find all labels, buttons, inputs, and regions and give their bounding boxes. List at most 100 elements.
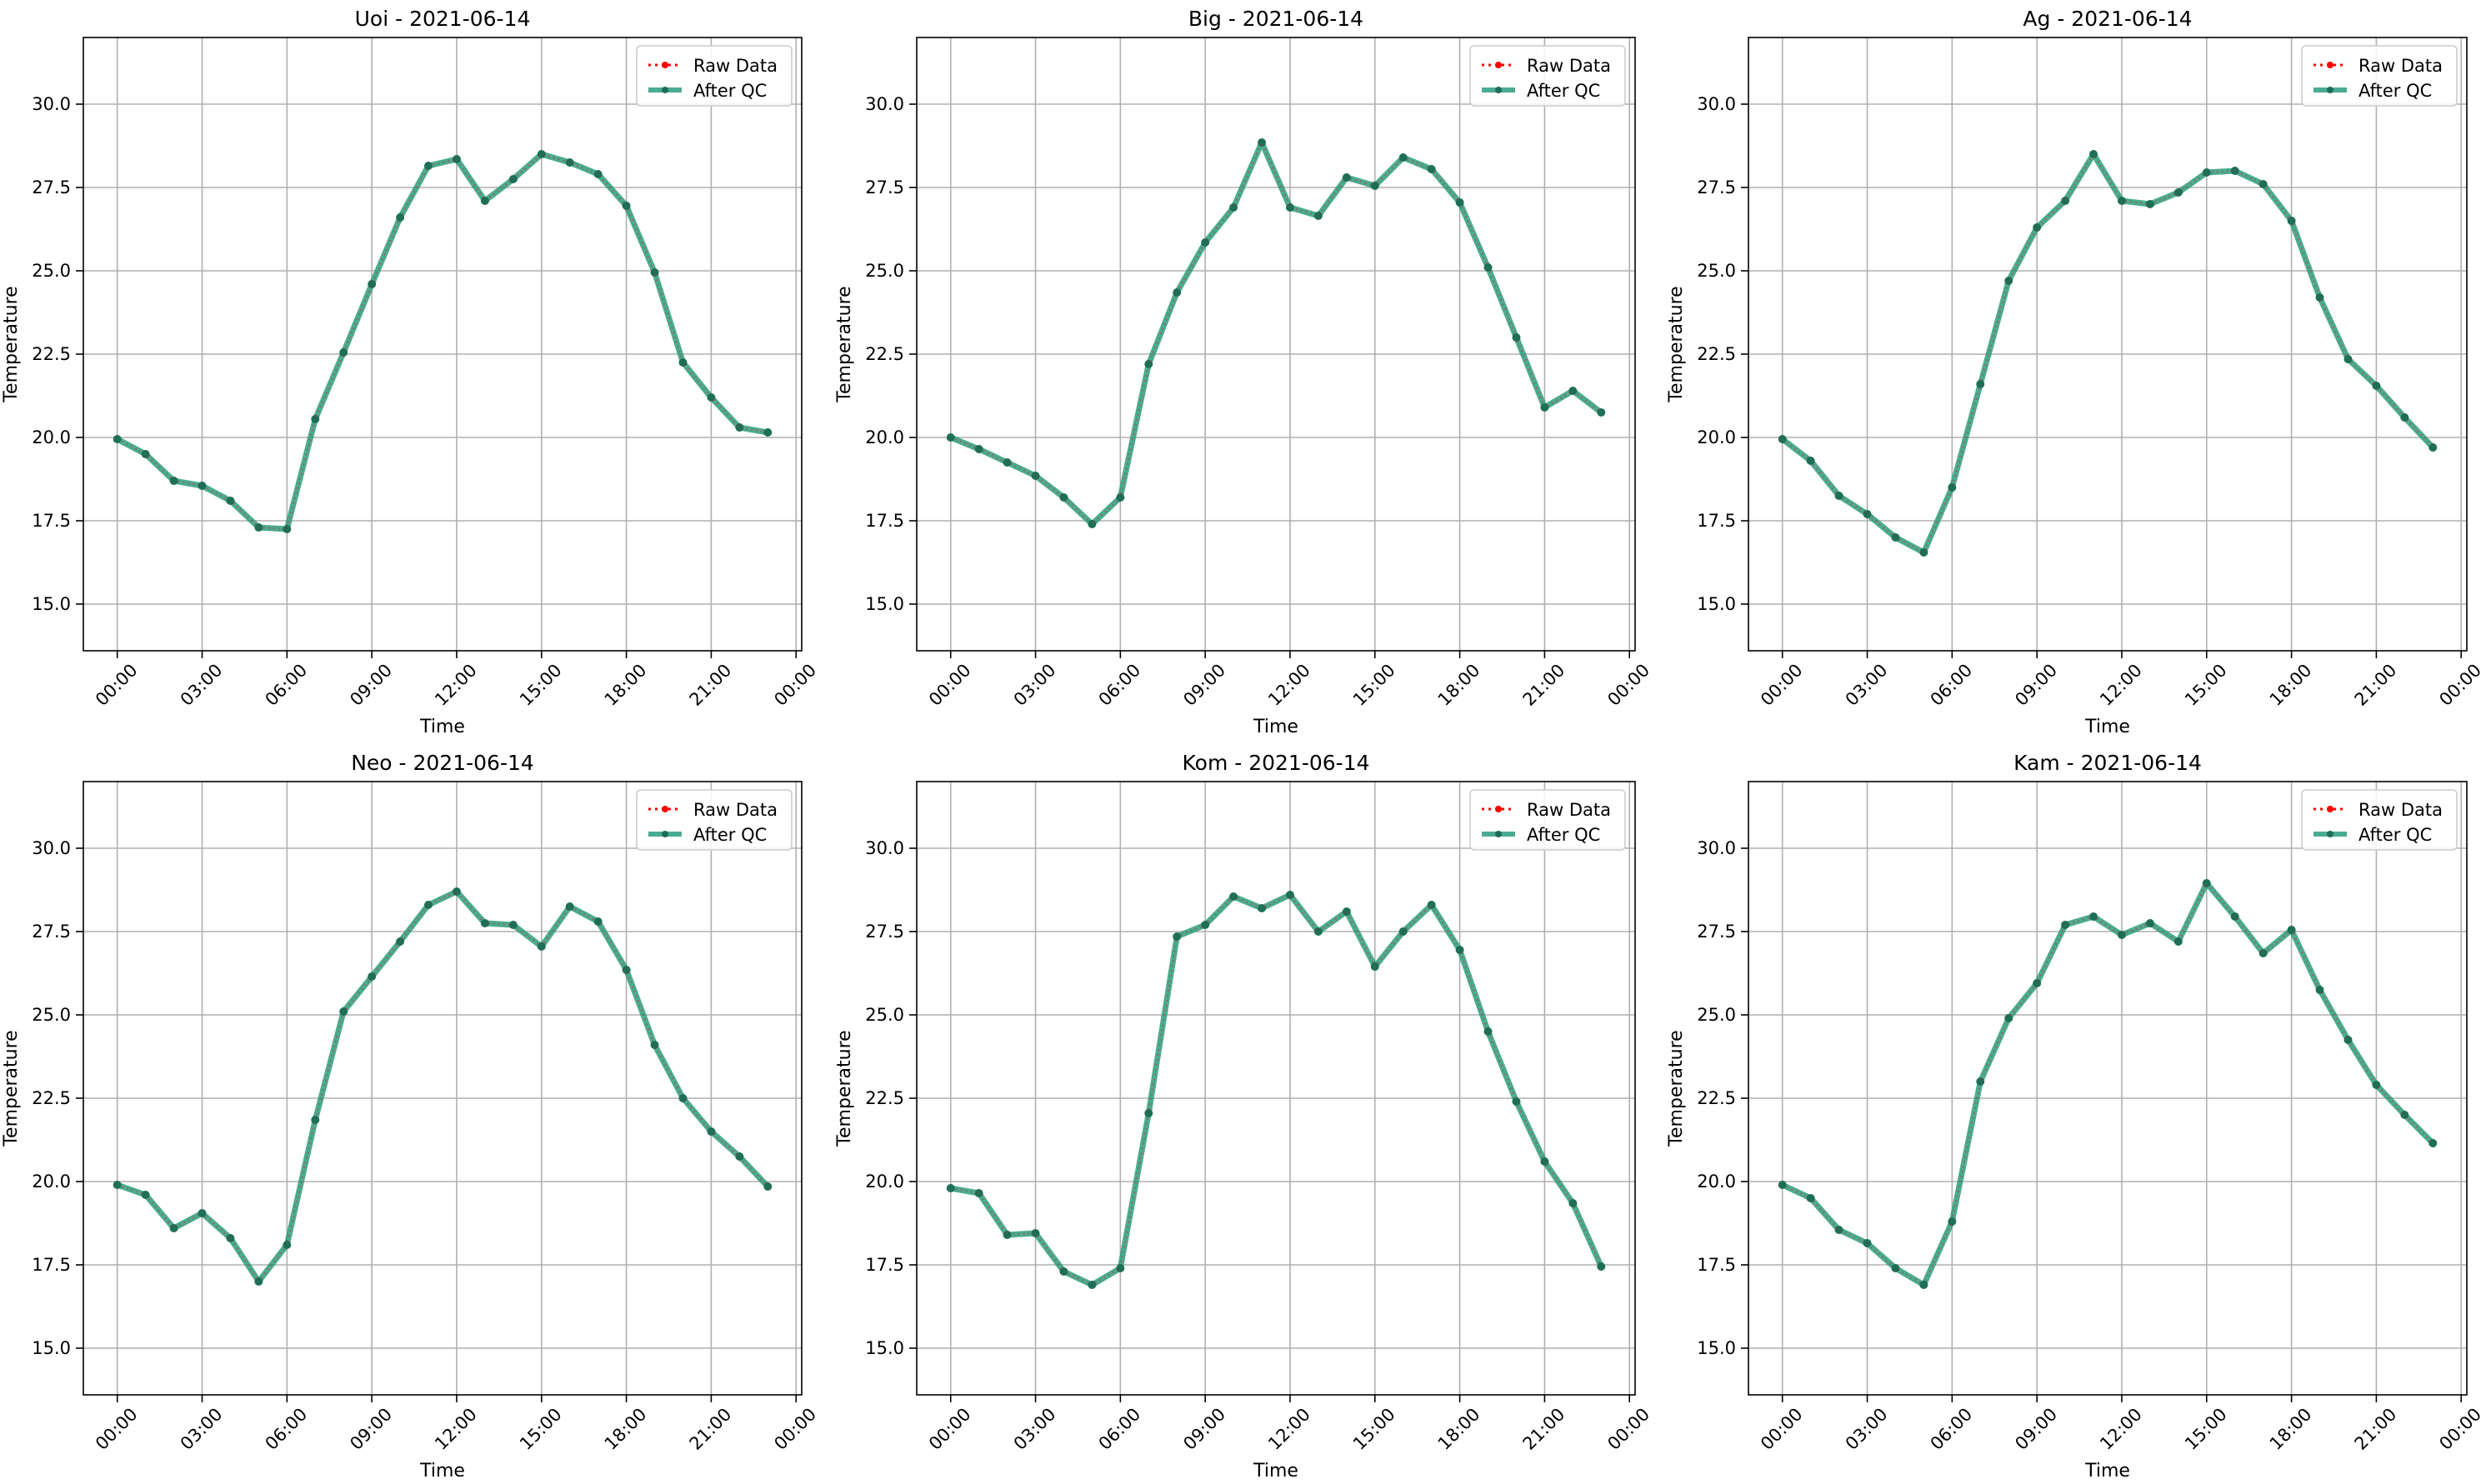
data-point-raw-data (1893, 1266, 1898, 1271)
data-point-raw-data (1598, 1264, 1604, 1269)
data-point-raw-data (2118, 198, 2124, 203)
data-point-raw-data (2402, 415, 2408, 420)
data-point-raw-data (1287, 892, 1293, 897)
data-point-raw-data (538, 944, 544, 949)
y-tick-label: 15.0 (1697, 594, 1736, 614)
chart-panel-5: 00:00 03:00 06:00 09:00 12:00 15:00 18:00 21:00… (834, 751, 1653, 1482)
data-point-raw-data (1570, 388, 1576, 393)
x-tick-label: 21:00 (2351, 660, 2401, 710)
data-point-raw-data (171, 1226, 177, 1231)
data-point-raw-data (510, 177, 516, 182)
data-point-raw-data (1779, 1182, 1785, 1187)
x-tick-label: 03:00 (1842, 1404, 1892, 1454)
legend-label-after-qc: After QC (1527, 825, 1600, 845)
data-point-raw-data (623, 203, 629, 208)
data-point-raw-data (2147, 202, 2153, 207)
x-tick-label: 06:00 (1095, 1404, 1145, 1454)
data-point-raw-data (2034, 225, 2040, 230)
data-point-raw-data (1089, 522, 1095, 527)
chart-title: Neo - 2021-06-14 (351, 751, 534, 775)
data-point-raw-data (1978, 382, 1983, 387)
data-point-raw-data (453, 889, 459, 894)
data-point-raw-data (256, 525, 262, 530)
legend: Raw Data After QC (2301, 789, 2458, 851)
x-tick-label: 09:00 (1179, 1404, 1229, 1454)
x-tick-label: 06:00 (262, 660, 312, 710)
x-axis-label: Time (1253, 1461, 1298, 1482)
data-point-raw-data (1231, 205, 1237, 210)
data-point-raw-data (1836, 1227, 1842, 1232)
data-point-raw-data (313, 1117, 318, 1122)
data-point-raw-data (398, 215, 403, 220)
series-line-after-qc (1781, 880, 2435, 1288)
x-tick-label: 12:00 (431, 1404, 481, 1454)
legend-marker-raw-data (662, 62, 668, 68)
data-point-raw-data (1836, 493, 1842, 498)
data-point-raw-data (1231, 894, 1237, 899)
x-tick-label: 00:00 (925, 660, 975, 710)
data-point-raw-data (948, 1186, 953, 1191)
data-point-raw-data (1061, 495, 1067, 500)
data-point-raw-data (1315, 213, 1321, 218)
x-axis-label: Time (1253, 717, 1298, 737)
y-tick-label: 30.0 (1697, 838, 1736, 858)
data-point-raw-data (2091, 152, 2097, 157)
data-point-raw-data (114, 437, 120, 442)
x-axis-label: Time (2084, 1461, 2130, 1482)
data-point-raw-data (369, 282, 375, 287)
legend-marker-after-qc (2327, 831, 2333, 837)
data-point-raw-data (538, 152, 544, 157)
data-point-raw-data (1949, 1219, 1955, 1224)
x-tick-label: 03:00 (1010, 1404, 1060, 1454)
y-tick-label: 30.0 (1697, 94, 1736, 114)
chart-panel-4: 00:00 03:00 06:00 09:00 12:00 15:00 18:00 21:00… (1, 751, 820, 1482)
legend-label-after-qc: After QC (2358, 825, 2432, 845)
data-point-raw-data (1343, 909, 1349, 914)
x-axis-label: Time (419, 1461, 465, 1482)
x-tick-label: 00:00 (770, 1404, 820, 1454)
data-point-raw-data (1921, 1282, 1927, 1287)
data-point-raw-data (680, 1096, 686, 1101)
data-point-raw-data (708, 1129, 714, 1134)
data-point-raw-data (1457, 947, 1463, 952)
x-tick-label: 21:00 (2351, 1404, 2401, 1454)
legend-label-raw-data: Raw Data (1527, 800, 1611, 820)
y-tick-label: 25.0 (865, 1005, 904, 1025)
data-point-raw-data (1949, 485, 1955, 490)
data-point-raw-data (2260, 951, 2266, 956)
y-axis-label: Temperature (1666, 286, 1687, 402)
y-tick-label: 27.5 (865, 177, 904, 197)
data-point-raw-data (1400, 929, 1406, 934)
y-tick-label: 20.0 (32, 427, 71, 447)
x-tick-label: 00:00 (92, 660, 142, 710)
legend-label-after-qc: After QC (1527, 81, 1600, 101)
x-tick-label: 00:00 (925, 1404, 975, 1454)
x-tick-label: 06:00 (262, 1404, 312, 1454)
legend: Raw Data After QC (1469, 45, 1626, 107)
chart-panel-3: 00:00 03:00 06:00 09:00 12:00 15:00 18:00 21:00… (1666, 7, 2485, 737)
x-tick-label: 15:00 (1349, 660, 1399, 710)
data-point-raw-data (2232, 168, 2238, 173)
series-line-raw-data (1781, 152, 2434, 554)
series-line-raw-data (950, 893, 1603, 1287)
x-tick-label: 18:00 (2266, 660, 2316, 710)
data-point-raw-data (1146, 362, 1152, 367)
data-point-raw-data (708, 395, 714, 400)
data-point-raw-data (284, 1242, 290, 1247)
data-point-raw-data (1542, 1159, 1548, 1164)
x-tick-label: 00:00 (1757, 660, 1807, 710)
x-tick-label: 12:00 (2096, 1404, 2146, 1454)
chart-title: Uoi - 2021-06-14 (355, 7, 531, 31)
data-point-raw-data (1089, 1282, 1095, 1287)
data-point-raw-data (114, 1182, 120, 1187)
x-tick-label: 18:00 (1434, 1404, 1484, 1454)
data-point-raw-data (2175, 939, 2181, 944)
x-tick-label: 18:00 (2266, 1404, 2316, 1454)
data-point-raw-data (398, 939, 403, 944)
data-point-raw-data (2203, 881, 2209, 886)
x-tick-label: 21:00 (1519, 1404, 1569, 1454)
data-point-raw-data (1513, 335, 1519, 340)
data-point-raw-data (2317, 987, 2323, 992)
y-tick-label: 25.0 (1697, 261, 1736, 281)
plot-frame (1748, 781, 2468, 1396)
